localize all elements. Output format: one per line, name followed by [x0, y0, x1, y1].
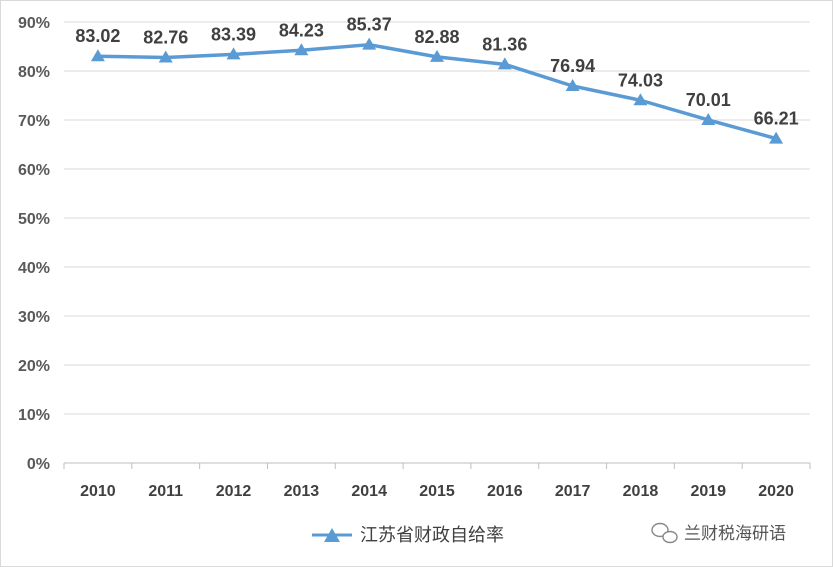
- y-tick-label: 90%: [18, 15, 50, 32]
- x-tick-label: 2017: [555, 483, 591, 500]
- x-tick-label: 2019: [690, 483, 726, 500]
- data-label: 82.88: [414, 27, 459, 47]
- watermark: 兰财税海研语: [651, 522, 786, 544]
- data-label: 81.36: [482, 34, 527, 54]
- data-label: 84.23: [279, 20, 324, 40]
- data-point: [565, 78, 580, 91]
- x-tick-label: 2018: [623, 483, 659, 500]
- x-tick-label: 2014: [351, 483, 387, 500]
- data-label: 70.01: [686, 90, 731, 110]
- data-label: 66.21: [754, 109, 799, 129]
- data-labels: 83.02 82.76 83.39 84.23 85.37 82.88 81.36 76.94…: [75, 15, 798, 129]
- data-label: 82.76: [143, 27, 188, 47]
- x-tick-label: 2010: [80, 483, 116, 500]
- y-tick-label: 0%: [27, 456, 50, 473]
- data-point: [769, 131, 784, 144]
- x-tick-label: 2013: [284, 483, 320, 500]
- data-point: [226, 47, 241, 60]
- y-tick-label: 10%: [18, 407, 50, 424]
- data-point: [362, 37, 377, 50]
- legend-marker: [324, 528, 340, 542]
- x-tick-label: 2011: [148, 483, 183, 500]
- y-axis: 0% 10% 20% 30% 40% 50% 60% 70% 80% 90%: [18, 15, 50, 473]
- x-tick-label: 2016: [487, 483, 523, 500]
- data-point: [497, 57, 512, 70]
- y-tick-label: 70%: [18, 113, 50, 130]
- data-point: [633, 93, 648, 106]
- y-tick-label: 50%: [18, 211, 50, 228]
- data-label: 83.02: [75, 26, 120, 46]
- wechat-icon: [651, 522, 678, 544]
- y-tick-label: 40%: [18, 260, 50, 277]
- data-label: 76.94: [550, 56, 595, 76]
- y-tick-label: 60%: [18, 162, 50, 179]
- data-point: [294, 43, 309, 56]
- y-tick-label: 20%: [18, 358, 50, 375]
- y-tick-label: 80%: [18, 64, 50, 81]
- x-tick-label: 2015: [419, 483, 455, 500]
- legend-label: 江苏省财政自给率: [360, 525, 504, 546]
- gridlines: [64, 21, 810, 415]
- data-point: [430, 49, 444, 62]
- series-layer: [90, 37, 784, 144]
- x-tick-label: 2012: [216, 483, 252, 500]
- data-point: [158, 50, 173, 63]
- data-label: 83.39: [211, 24, 256, 44]
- data-label: 74.03: [618, 70, 663, 90]
- data-point: [90, 49, 105, 62]
- y-tick-label: 30%: [18, 309, 50, 326]
- x-tick-label: 2020: [758, 483, 794, 500]
- watermark-text: 兰财税海研语: [684, 524, 786, 544]
- data-label: 85.37: [347, 15, 392, 35]
- data-point: [701, 112, 716, 125]
- legend: 江苏省财政自给率: [312, 525, 504, 546]
- x-axis: 2010 2011 2012 2013 2014 2015 2016 2017 2018 2019…: [63, 462, 811, 500]
